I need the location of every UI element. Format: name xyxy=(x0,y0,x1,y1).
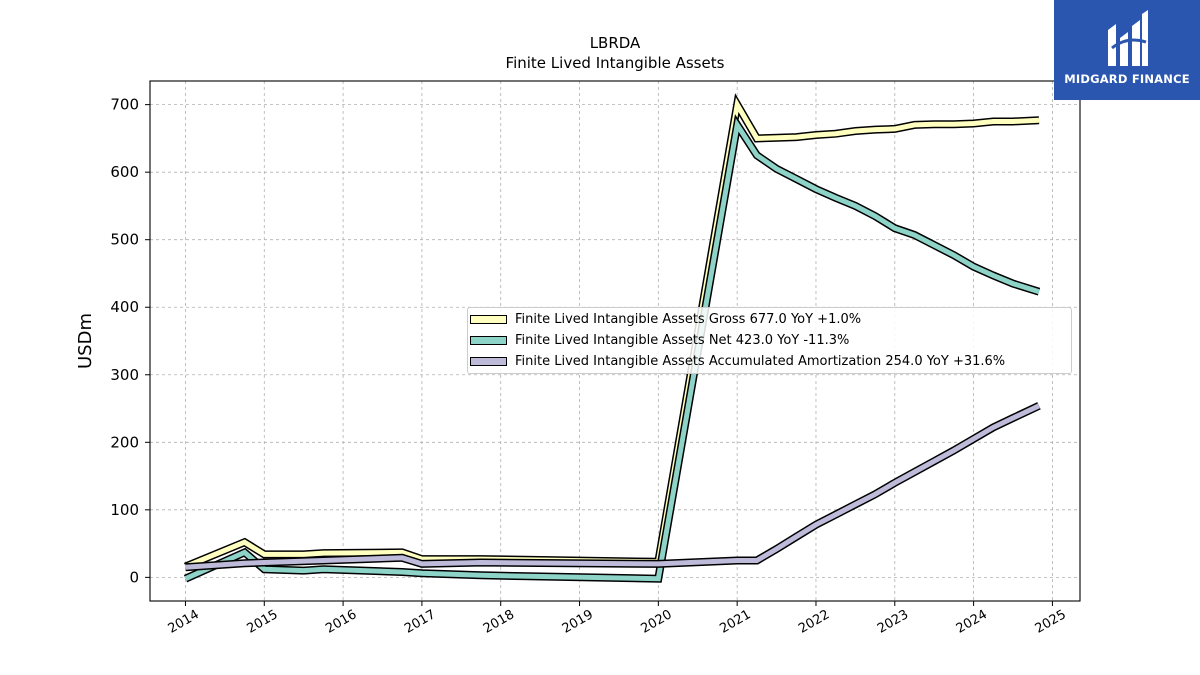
y-axis-label: USDm xyxy=(75,313,96,369)
series-line-amortization xyxy=(185,403,1041,570)
x-tick-label: 2025 xyxy=(1033,607,1069,637)
legend-swatch-net xyxy=(470,335,507,345)
y-tick-label: 700 xyxy=(110,96,139,114)
chart-title: LBRDA xyxy=(590,34,641,52)
y-tick-label: 100 xyxy=(110,501,139,519)
legend-item-amortization: Finite Lived Intangible Assets Accumulat… xyxy=(470,351,1005,371)
x-tick-label: 2014 xyxy=(166,607,202,637)
legend-label-amortization: Finite Lived Intangible Assets Accumulat… xyxy=(515,353,1006,369)
chart-legend: Finite Lived Intangible Assets Gross 677… xyxy=(467,307,1072,374)
x-tick-label: 2022 xyxy=(796,607,832,637)
series-line-outline-amortization xyxy=(185,402,1041,572)
logo-text: MIDGARD FINANCE xyxy=(1064,72,1190,86)
legend-swatch-gross xyxy=(470,314,507,324)
midgard-logo-icon xyxy=(1108,10,1148,66)
series-line-net xyxy=(184,118,1040,582)
legend-item-gross: Finite Lived Intangible Assets Gross 677… xyxy=(470,309,861,329)
y-tick-label: 0 xyxy=(129,568,139,586)
y-tick-label: 200 xyxy=(110,433,139,451)
x-tick-label: 2021 xyxy=(717,607,753,637)
series-gross xyxy=(183,93,1040,571)
legend-swatch-amortization xyxy=(470,356,507,366)
x-tick-label: 2020 xyxy=(639,607,675,637)
legend-label-net: Finite Lived Intangible Assets Net 423.0… xyxy=(515,332,850,348)
y-tick-label: 500 xyxy=(110,231,139,249)
series-amortization xyxy=(185,402,1041,572)
x-tick-label: 2016 xyxy=(323,607,359,637)
y-tick-label: 400 xyxy=(110,298,139,316)
legend-item-net: Finite Lived Intangible Assets Net 423.0… xyxy=(470,330,849,350)
x-tick-label: 2019 xyxy=(560,607,596,637)
x-tick-label: 2024 xyxy=(954,607,990,637)
x-tick-label: 2015 xyxy=(244,607,280,637)
chart-subtitle: Finite Lived Intangible Assets xyxy=(506,54,725,72)
brand-logo: MIDGARD FINANCE xyxy=(1054,0,1200,100)
x-tick-label: 2017 xyxy=(402,607,438,637)
series-line-gross xyxy=(184,97,1040,569)
y-tick-label: 300 xyxy=(110,366,139,384)
legend-label-gross: Finite Lived Intangible Assets Gross 677… xyxy=(515,311,862,327)
x-tick-label: 2018 xyxy=(481,607,517,637)
plot-frame xyxy=(149,80,1081,602)
series-net xyxy=(183,114,1041,583)
x-tick-label: 2023 xyxy=(875,607,911,637)
y-tick-label: 600 xyxy=(110,163,139,181)
